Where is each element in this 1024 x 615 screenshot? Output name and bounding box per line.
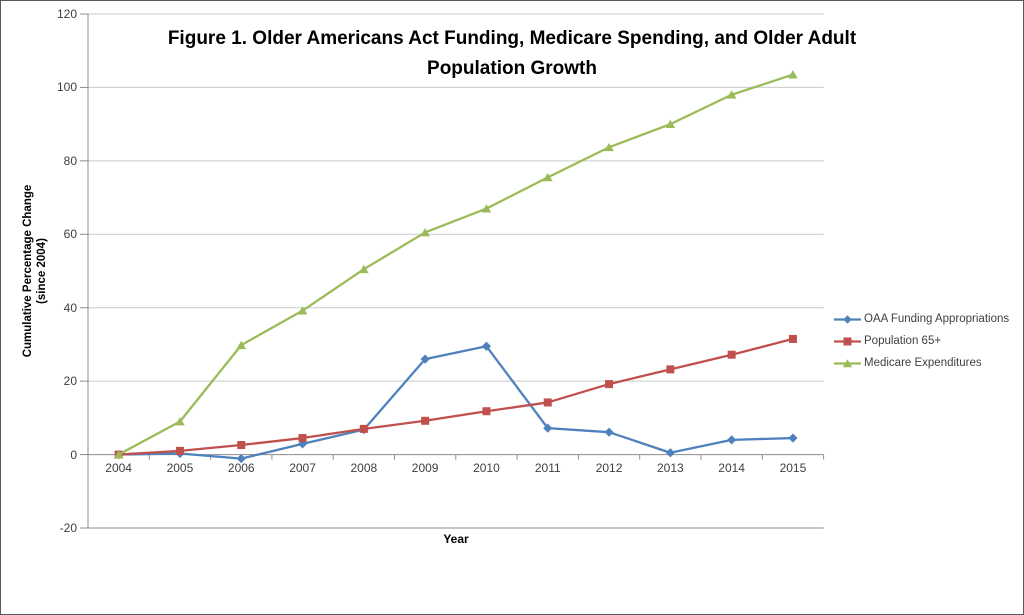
triangle-marker-icon bbox=[113, 450, 124, 459]
square-marker-icon bbox=[788, 334, 797, 343]
diamond-marker-icon bbox=[481, 341, 492, 351]
triangle-marker-icon bbox=[359, 264, 369, 274]
legend-item: Medicare Expenditures bbox=[834, 352, 1009, 374]
triangle-marker-icon bbox=[665, 119, 676, 129]
x-tick-label: 2012 bbox=[595, 460, 623, 475]
triangle-marker-icon bbox=[297, 306, 308, 315]
diamond-marker-icon bbox=[236, 454, 246, 464]
legend-item-label: OAA Funding Appropriations bbox=[864, 313, 1010, 325]
x-tick-label: 2013 bbox=[656, 460, 684, 475]
square-marker-icon bbox=[298, 434, 307, 443]
chart-title-line-2: Population Growth bbox=[427, 58, 597, 79]
legend-item: OAA Funding Appropriations bbox=[834, 308, 1009, 330]
square-marker-icon bbox=[482, 407, 491, 416]
square-marker-icon bbox=[237, 441, 246, 450]
x-axis-title: Year bbox=[443, 532, 469, 546]
square-marker-icon bbox=[175, 446, 184, 455]
triangle-marker-icon bbox=[420, 228, 430, 237]
diamond-marker-icon bbox=[727, 435, 737, 445]
square-marker-icon bbox=[605, 380, 614, 389]
series-line-population-65 bbox=[117, 337, 795, 456]
y-axis-title-line-1: Cumulative Percentage Change bbox=[22, 184, 34, 358]
x-tick-label: 2009 bbox=[411, 460, 439, 475]
x-tick-label: 2011 bbox=[534, 460, 561, 475]
triangle-marker-icon bbox=[726, 90, 737, 99]
y-tick-label: 0 bbox=[70, 447, 77, 462]
legend-key-square-icon bbox=[834, 337, 861, 345]
legend-item-label: Medicare Expenditures bbox=[864, 357, 982, 369]
x-tick-label: 2004 bbox=[105, 460, 132, 475]
y-axis-title-line-2: (since 2004) bbox=[36, 238, 48, 304]
diamond-marker-icon bbox=[420, 354, 430, 364]
x-tick-label: 2007 bbox=[289, 460, 316, 475]
x-tick-label: 2005 bbox=[166, 460, 194, 475]
x-tick-label: 2015 bbox=[779, 460, 807, 475]
legend: OAA Funding Appropriations Population 65+… bbox=[834, 308, 1009, 374]
x-tick-label: 2008 bbox=[350, 460, 378, 475]
legend-key-diamond-icon bbox=[834, 314, 861, 324]
legend-item-label: Population 65+ bbox=[864, 335, 942, 347]
triangle-marker-icon bbox=[788, 70, 798, 79]
x-tick-label: 2006 bbox=[227, 460, 255, 475]
square-marker-icon bbox=[727, 350, 736, 359]
square-marker-icon bbox=[359, 424, 368, 433]
square-marker-icon bbox=[543, 398, 552, 407]
square-marker-icon bbox=[666, 365, 675, 374]
y-tick-label: 40 bbox=[63, 300, 77, 315]
triangle-marker-icon bbox=[481, 204, 492, 213]
legend-item: Population 65+ bbox=[834, 330, 1009, 352]
diamond-marker-icon bbox=[604, 427, 614, 437]
diamond-marker-icon bbox=[788, 433, 798, 443]
series-line-oaa-funding-appropriations bbox=[117, 345, 795, 460]
legend-key-triangle-icon bbox=[834, 358, 861, 367]
diamond-marker-icon bbox=[543, 423, 553, 433]
series-line-medicare-expenditures bbox=[117, 73, 795, 456]
square-marker-icon bbox=[421, 416, 430, 425]
chart-title: Figure 1. Older Americans Act Funding, M… bbox=[1, 24, 1023, 84]
triangle-marker-icon bbox=[175, 417, 185, 426]
triangle-marker-icon bbox=[604, 142, 614, 152]
y-tick-label: -20 bbox=[59, 521, 77, 535]
triangle-marker-icon bbox=[236, 340, 247, 350]
y-tick-label: 60 bbox=[63, 227, 77, 242]
triangle-marker-icon bbox=[542, 172, 553, 182]
y-tick-label: 100 bbox=[56, 80, 77, 95]
chart-title-line-1: Figure 1. Older Americans Act Funding, M… bbox=[167, 28, 857, 49]
diamond-marker-icon bbox=[297, 439, 308, 449]
y-tick-label: 20 bbox=[63, 374, 77, 389]
x-tick-label: 2010 bbox=[473, 460, 500, 475]
diamond-marker-icon bbox=[665, 448, 675, 458]
y-tick-label: 120 bbox=[56, 7, 77, 21]
y-tick-label: 80 bbox=[63, 153, 77, 168]
x-tick-label: 2014 bbox=[718, 460, 745, 475]
